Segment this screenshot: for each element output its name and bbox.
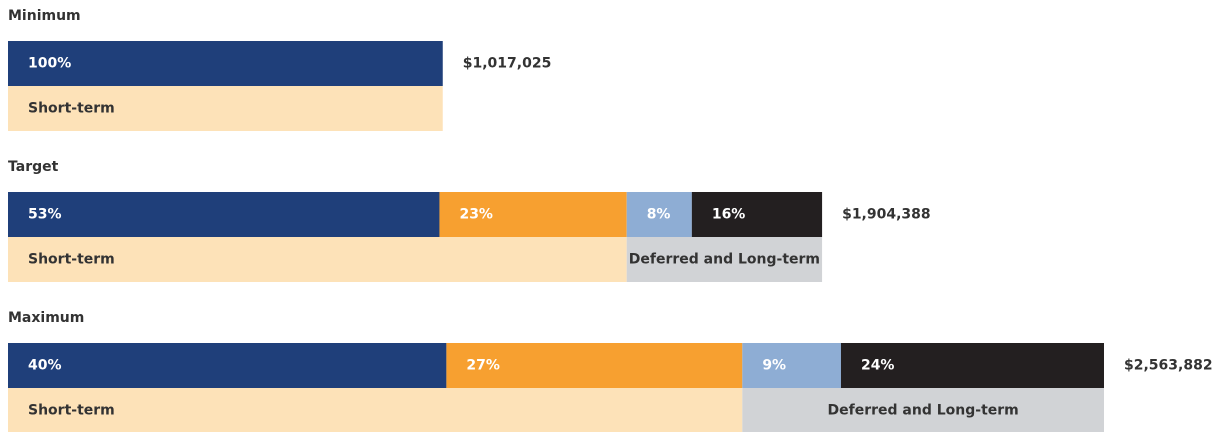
band <box>626 237 823 282</box>
segment <box>8 41 443 86</box>
segment <box>691 192 823 237</box>
segment <box>840 343 1104 388</box>
segment <box>8 343 447 388</box>
group-title: Target <box>8 159 59 175</box>
band <box>8 237 627 282</box>
segment <box>8 192 440 237</box>
segment-label: 23% <box>459 207 493 223</box>
group-title: Minimum <box>8 8 81 24</box>
band-label: Deferred and Long-term <box>828 403 1019 419</box>
segment <box>439 192 627 237</box>
segment-label: 27% <box>466 358 500 374</box>
band <box>8 388 743 432</box>
segment <box>446 343 743 388</box>
band-label: Short-term <box>28 403 115 419</box>
segment-label: 40% <box>28 358 62 374</box>
segment-label: 53% <box>28 207 62 223</box>
segment <box>742 343 841 388</box>
band-label: Short-term <box>28 252 115 268</box>
total-label: $2,563,882 <box>1124 358 1213 374</box>
total-label: $1,904,388 <box>842 207 931 223</box>
segment-label: 100% <box>28 56 71 72</box>
band-label: Deferred and Long-term <box>629 252 820 268</box>
band-label: Short-term <box>28 101 115 117</box>
segment-label: 16% <box>712 207 746 223</box>
total-label: $1,017,025 <box>463 56 552 72</box>
segment <box>626 192 692 237</box>
segment-label: 8% <box>647 207 671 223</box>
group-title: Maximum <box>8 310 84 326</box>
band <box>742 388 1104 432</box>
band <box>8 86 443 131</box>
segment-label: 9% <box>762 358 786 374</box>
segment-label: 24% <box>861 358 895 374</box>
